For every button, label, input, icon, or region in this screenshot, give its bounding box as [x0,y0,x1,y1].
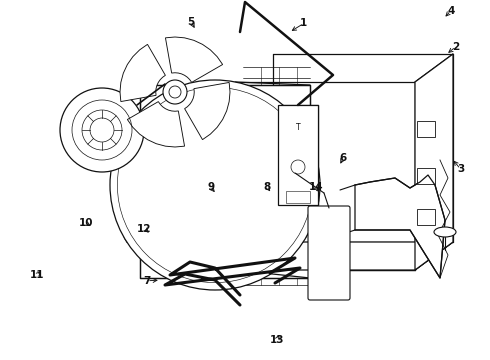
Text: 1: 1 [300,18,307,28]
Text: 2: 2 [452,42,459,52]
Bar [417,210,435,225]
Ellipse shape [434,227,456,237]
Polygon shape [235,242,453,270]
Text: 11: 11 [29,270,44,280]
Circle shape [163,80,187,104]
Polygon shape [140,85,310,278]
Bar [417,168,435,184]
Text: 8: 8 [264,182,270,192]
Polygon shape [185,82,230,140]
Bar [417,121,435,137]
Polygon shape [166,37,222,82]
Text: T: T [295,122,300,131]
Text: 5: 5 [188,17,195,27]
Text: 7: 7 [143,276,151,286]
Polygon shape [127,102,185,147]
Text: 9: 9 [207,182,214,192]
Bar [286,191,310,203]
Text: 13: 13 [270,335,284,345]
Text: 10: 10 [78,218,93,228]
Polygon shape [355,175,445,278]
Polygon shape [278,105,318,205]
Text: 6: 6 [340,153,346,163]
Circle shape [60,88,144,172]
Circle shape [169,86,181,98]
Polygon shape [415,54,453,270]
Circle shape [110,80,320,290]
Text: 3: 3 [457,164,464,174]
FancyBboxPatch shape [308,206,350,300]
Text: 14: 14 [309,182,323,192]
Text: 12: 12 [137,224,152,234]
Text: 4: 4 [447,6,455,16]
Polygon shape [120,44,166,102]
